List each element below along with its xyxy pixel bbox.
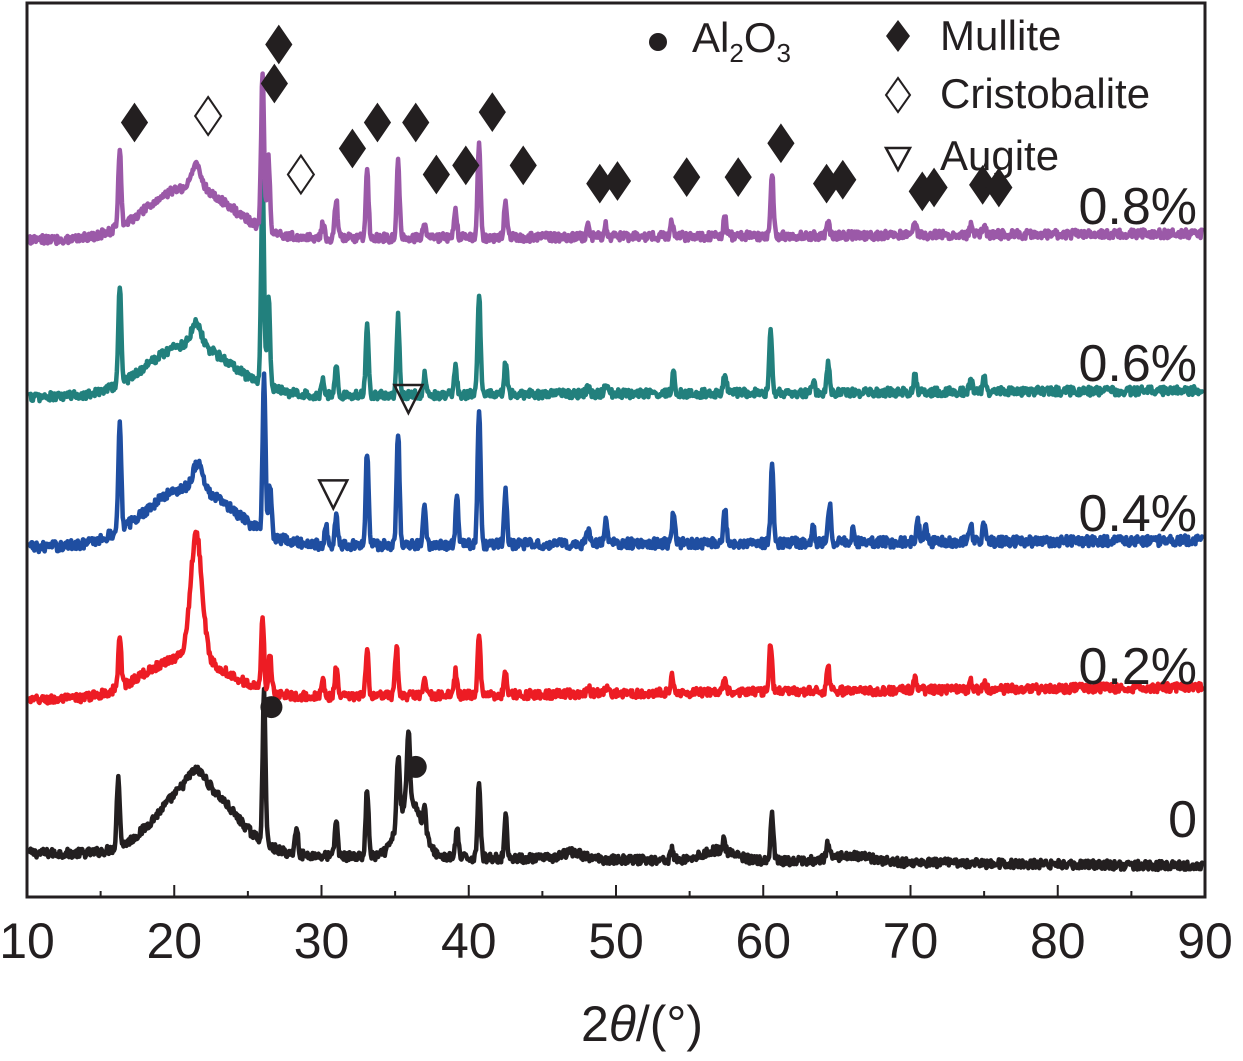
mullite-marker-4 [363,102,392,143]
x-tick-label: 20 [146,913,202,969]
trace-2 [27,371,1205,555]
x-tick-label: 30 [294,913,350,969]
series-label-3: 0.6% [1078,335,1197,393]
mullite-marker-0 [120,102,149,143]
mullite-marker-8 [478,92,506,132]
alumina-marker-0 [260,696,283,719]
x-axis-title: 2θ/(°) [581,996,703,1052]
x-tick-label: 90 [1177,913,1233,969]
legend-mullite-label: Mullite [940,12,1061,59]
mullite-marker-11 [603,161,632,201]
augite-marker-0 [392,383,425,416]
mullite-marker-3 [338,128,367,169]
augite-marker-1 [317,479,350,512]
mullite-marker-1 [260,63,288,104]
mullite-marker-18 [920,167,948,208]
mullite-marker-13 [724,157,752,197]
x-axis-ticks: 10 20 30 40 50 60 70 80 90 [0,885,1233,969]
x-tick-label: 80 [1030,913,1086,969]
x-tick-label: 10 [0,913,55,969]
trace-1 [27,529,1205,706]
legend-cristobalite-symbol [884,76,912,114]
mullite-marker-7 [452,145,480,186]
legend-alumina-symbol [649,33,667,51]
series-label-1: 0.2% [1078,638,1197,696]
x-tick-label: 70 [883,913,939,969]
mullite-marker-2 [265,24,293,65]
x-tick-label: 40 [441,913,497,969]
legend-augite-label: Augite [940,132,1059,179]
legend-mullite-symbol [886,20,910,52]
mullite-marker-5 [402,102,430,143]
trace-0 [27,686,1205,873]
cristobalite-marker-1 [286,153,316,196]
mullite-marker-6 [422,154,450,195]
series-label-2: 0.4% [1078,485,1197,543]
trace-4 [27,71,1205,247]
legend-cristobalite-label: Cristobalite [940,70,1150,117]
series-label-0: 0 [1168,791,1197,849]
legend-augite-symbol [883,146,913,173]
series-labels: 0 0.2% 0.4% 0.6% 0.8% [1078,178,1197,849]
mullite-marker-12 [673,157,701,197]
alumina-marker-1 [404,755,427,778]
phase-markers [120,24,1013,778]
x-tick-label: 60 [735,913,791,969]
mullite-marker-9 [509,145,537,186]
mullite-marker-14 [767,123,795,164]
mullite-marker-20 [985,167,1013,208]
mullite-marker-16 [829,159,857,200]
series-label-4: 0.8% [1078,178,1197,236]
x-tick-label: 50 [588,913,644,969]
mullite-marker-19 [969,165,997,205]
trace-3 [27,178,1205,404]
xrd-traces [27,71,1205,873]
legend-alumina-label: Al2O3 [692,14,791,68]
cristobalite-marker-0 [193,95,223,137]
legend: Al2O3 Mullite Cristobalite Augite [649,12,1150,179]
